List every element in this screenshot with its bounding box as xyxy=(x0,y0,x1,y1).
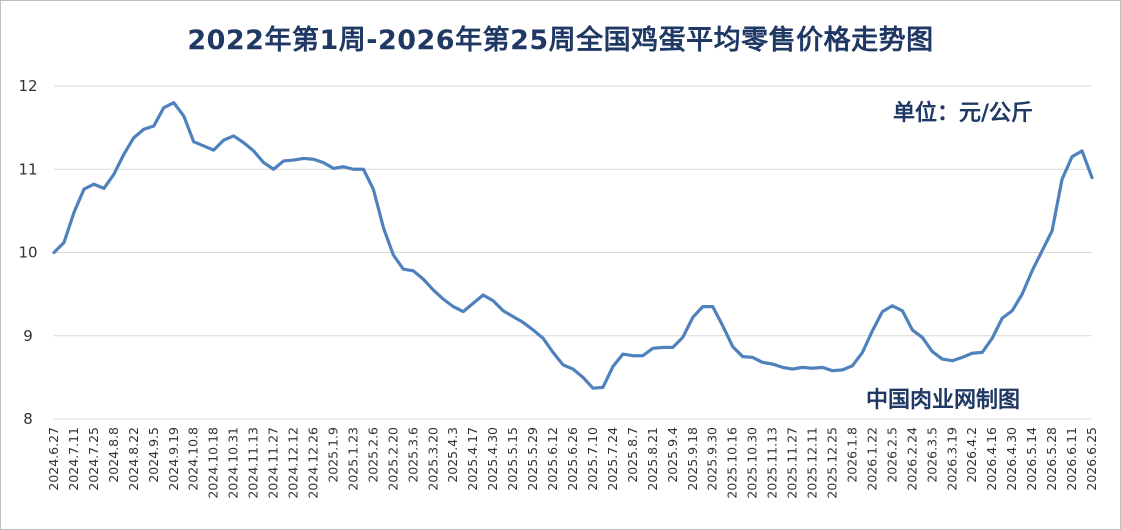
x-tick-label: 2025.3.20 xyxy=(425,427,440,491)
y-tick-label: 9 xyxy=(23,327,33,345)
chart-title: 2022年第1周-2026年第25周全国鸡蛋平均零售价格走势图 xyxy=(187,25,934,56)
x-tick-label: 2025.8.21 xyxy=(645,427,660,491)
x-tick-label: 2024.8.22 xyxy=(126,427,141,491)
x-tick-label: 2026.3.19 xyxy=(944,427,959,491)
y-axis-ticks: 8 9 10 11 12 xyxy=(18,77,37,428)
x-tick-label: 2024.11.27 xyxy=(266,427,281,499)
x-tick-label: 2025.8.7 xyxy=(625,427,640,483)
x-tick-label: 2025.2.6 xyxy=(365,427,380,483)
y-tick-label: 12 xyxy=(18,77,37,95)
x-tick-label: 2025.1.9 xyxy=(325,427,340,483)
x-tick-label: 2026.5.28 xyxy=(1044,427,1059,491)
x-tick-label: 2026.1.22 xyxy=(864,427,879,491)
y-tick-label: 11 xyxy=(18,160,37,178)
x-tick-label: 2024.10.31 xyxy=(226,427,241,499)
x-tick-label: 2025.7.24 xyxy=(605,427,620,491)
x-tick-label: 2024.9.19 xyxy=(166,427,181,491)
x-tick-label: 2024.9.5 xyxy=(146,427,161,483)
x-tick-label: 2026.4.30 xyxy=(1004,427,1019,491)
x-tick-label: 2024.10.8 xyxy=(186,427,201,491)
x-tick-label: 2025.4.30 xyxy=(485,427,500,491)
y-tick-label: 8 xyxy=(23,410,33,428)
x-tick-label: 2025.6.26 xyxy=(565,427,580,491)
series-line-egg-price xyxy=(52,101,1094,390)
x-tick-label: 2026.2.5 xyxy=(884,427,899,483)
x-tick-label: 2025.11.27 xyxy=(785,427,800,499)
x-tick-label: 2024.7.11 xyxy=(66,427,81,491)
x-tick-label: 2025.12.11 xyxy=(805,427,820,499)
x-tick-label: 2026.6.25 xyxy=(1084,427,1099,491)
x-tick-label: 2026.4.2 xyxy=(964,427,979,483)
x-tick-label: 2025.12.25 xyxy=(825,427,840,499)
x-tick-label: 2025.6.12 xyxy=(545,427,560,491)
x-tick-label: 2025.9.18 xyxy=(685,427,700,491)
x-tick-label: 2025.5.29 xyxy=(525,427,540,491)
x-tick-label: 2026.2.24 xyxy=(904,427,919,491)
y-tick-label: 10 xyxy=(18,244,37,262)
series xyxy=(52,101,1094,390)
x-tick-label: 2025.4.3 xyxy=(445,427,460,483)
x-tick-label: 2024.8.8 xyxy=(106,427,121,483)
x-tick-label: 2024.12.12 xyxy=(286,427,301,499)
x-tick-label: 2024.10.18 xyxy=(206,427,221,499)
source-label: 中国肉业网制图 xyxy=(866,388,1021,413)
x-tick-label: 2025.9.4 xyxy=(665,427,680,483)
x-tick-label: 2024.12.26 xyxy=(306,427,321,499)
x-tick-label: 2026.1.8 xyxy=(844,427,859,483)
x-tick-label: 2025.1.23 xyxy=(345,427,360,491)
x-tick-label: 2025.11.13 xyxy=(765,427,780,499)
x-tick-label: 2024.7.25 xyxy=(86,427,101,491)
x-tick-label: 2025.9.30 xyxy=(705,427,720,491)
x-tick-label: 2025.5.15 xyxy=(505,427,520,491)
x-tick-label: 2025.10.30 xyxy=(745,427,760,499)
x-tick-label: 2026.6.11 xyxy=(1064,427,1079,491)
x-tick-label: 2025.2.20 xyxy=(385,427,400,491)
x-tick-label: 2025.7.10 xyxy=(585,427,600,491)
x-axis-ticks: 2024.6.27 2024.7.11 2024.7.25 2024.8.8 2024.… xyxy=(46,427,1099,499)
x-tick-label: 2026.3.5 xyxy=(924,427,939,483)
x-tick-label: 2026.5.14 xyxy=(1024,427,1039,491)
x-tick-label: 2025.10.16 xyxy=(725,427,740,499)
x-tick-label: 2026.4.16 xyxy=(984,427,999,491)
unit-label: 单位：元/公斤 xyxy=(893,101,1034,126)
x-tick-label: 2024.6.27 xyxy=(46,427,61,491)
x-tick-label: 2024.11.13 xyxy=(246,427,261,499)
x-tick-label: 2025.3.6 xyxy=(405,427,420,483)
x-tick-label: 2025.4.17 xyxy=(465,427,480,491)
